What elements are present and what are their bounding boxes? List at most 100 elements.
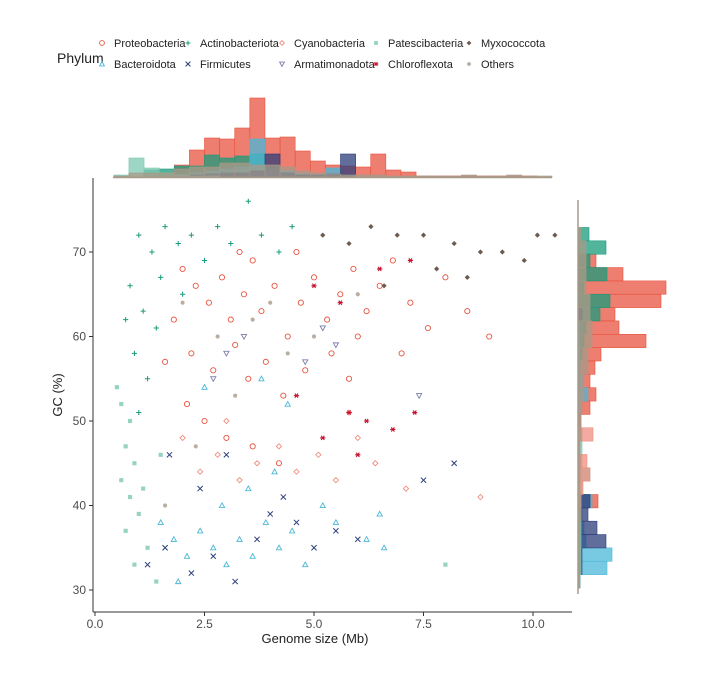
histogram-bar-firmicutes [340,153,356,178]
histogram-bar-others [279,166,296,178]
legend-label: Patescibacteria [388,38,464,50]
point-proteobacteria [407,299,414,306]
x-tick-label: 7.5 [415,617,432,631]
point-chloroflexota [407,258,413,263]
point-myxococcota [552,232,558,238]
point-actinobacteriota [215,224,221,230]
point-bacteroidota [363,535,370,542]
histogram-bar-others [577,334,593,348]
point-bacteroidota [319,501,327,509]
point-proteobacteria [271,282,278,289]
x-axis-title: Genome size (Mb) [262,631,369,646]
point-proteobacteria [345,375,353,382]
point-actinobacteriota [158,274,164,280]
legend-item-proteobacteria: Proteobacteria [99,38,186,50]
y-tick-label: 30 [73,583,87,597]
point-others [163,503,168,508]
histogram-bar-others [294,170,311,178]
point-firmicutes [232,578,239,585]
legend: Phylum Proteobacteria Actinobacteriota Cya… [57,38,546,71]
point-firmicutes [188,570,195,577]
scatter-points [114,198,558,585]
histogram-bar-others [577,320,593,335]
legend-marker-icon [278,61,286,68]
histogram-bar-others [264,164,281,178]
point-bacteroidota [332,518,340,525]
point-actinobacteriota [228,240,234,247]
legend-item-armatimonadota: Armatimonadota [278,59,376,71]
point-firmicutes [162,544,169,551]
point-bacteroidota [196,527,204,534]
histogram-bar-bacteroidota [577,560,608,575]
histogram-bar-others [325,173,341,178]
x-tick-label: 5.0 [306,617,323,631]
point-chloroflexota [377,266,383,272]
point-proteobacteria [363,308,370,315]
point-myxococcota [320,232,326,238]
point-others [193,444,198,449]
point-armatimonadota [332,342,340,349]
point-firmicutes [420,477,427,484]
histogram-bar-others [577,267,587,282]
point-bacteroidota [301,561,309,568]
point-bacteroidota [218,501,226,509]
point-armatimonadota [415,393,423,400]
legend-item-bacteroidota: Bacteroidota [98,59,177,71]
point-myxococcota [381,283,387,289]
histogram-bar-others [143,172,160,178]
point-others [180,300,185,305]
histogram-bar-others [189,166,205,178]
point-actinobacteriota [144,376,151,382]
histogram-bar-others [577,253,587,268]
point-cyanobacteria [354,434,362,442]
point-proteobacteria [337,291,344,298]
point-patescibacteria [123,444,128,449]
point-bacteroidota [288,527,296,534]
point-patescibacteria [119,478,124,483]
point-proteobacteria [249,443,256,450]
legend-marker-icon [99,40,105,46]
point-chloroflexota [346,410,352,415]
histogram-bar-bacteroidota [577,547,613,562]
histogram-bar-firmicutes [577,534,607,549]
histogram-bar-proteobacteria [577,280,667,295]
point-proteobacteria [188,350,195,357]
point-armatimonadota [209,376,217,383]
legend-item-myxococcota: Myxococcota [466,38,546,50]
point-actinobacteriota [175,240,181,247]
histogram-bar-others [234,162,251,178]
histogram-bar-others [309,172,326,178]
point-firmicutes [144,561,151,568]
legend-label: Bacteroidota [114,59,177,71]
point-cyanobacteria [214,451,221,459]
point-cyanobacteria [236,476,243,484]
point-cyanobacteria [223,417,230,425]
point-patescibacteria [136,511,141,517]
point-proteobacteria [424,324,431,332]
point-proteobacteria [310,274,318,281]
y-tick-label: 60 [73,330,87,344]
legend-item-chloroflexota: Chloroflexota [373,59,454,71]
point-proteobacteria [227,316,234,323]
histogram-bar-others [577,387,585,402]
point-cyanobacteria [345,409,353,416]
histogram-bar-others [577,307,591,322]
legend-item-actinobacteriota: Actinobacteriota [185,38,280,50]
point-cyanobacteria [315,451,322,459]
point-proteobacteria [398,350,405,357]
point-cyanobacteria [196,468,204,475]
legend-marker-icon [278,39,286,47]
point-actinobacteriota [245,198,251,204]
point-firmicutes [293,519,300,526]
point-chloroflexota [355,452,361,458]
point-proteobacteria [302,367,309,374]
y-tick-label: 40 [73,499,87,513]
point-firmicutes [267,510,274,517]
point-others [311,334,317,339]
point-proteobacteria [183,401,191,408]
point-cyanobacteria [275,443,283,450]
point-patescibacteria [127,418,133,424]
point-actinobacteriota [131,350,138,356]
point-proteobacteria [236,248,243,256]
point-proteobacteria [210,367,217,374]
